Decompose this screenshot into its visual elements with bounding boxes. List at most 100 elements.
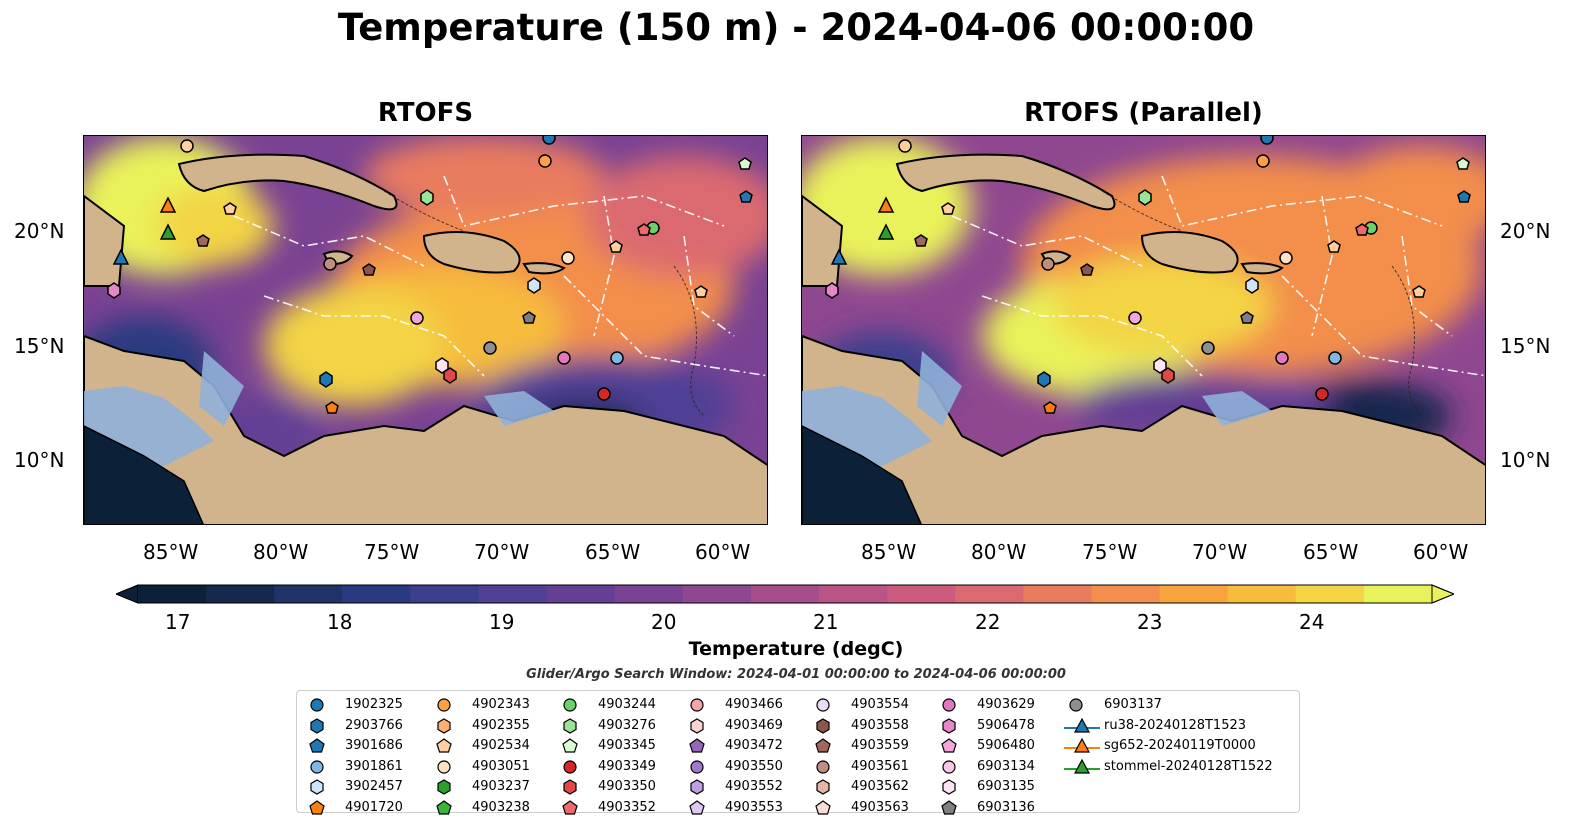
legend-label: 4903562 <box>851 779 909 795</box>
lat-tick-left-10: 10°N <box>14 448 65 472</box>
colorbar-extend-low <box>116 584 139 604</box>
lat-tick-right-15: 15°N <box>1500 334 1551 358</box>
legend-label: 5906480 <box>977 738 1035 754</box>
lon-tick-left-75: 75°W <box>364 540 420 564</box>
legend-label: 4903466 <box>725 697 783 712</box>
colorbar-bin <box>1227 585 1297 603</box>
legend-label: 4903553 <box>725 800 783 815</box>
colorbar-tick-19: 19 <box>489 610 515 634</box>
legend-pentagon-marker <box>941 800 957 815</box>
legend-pentagon-marker <box>436 738 452 753</box>
legend-label: 3902457 <box>345 779 403 795</box>
legend-pentagon-marker <box>436 800 452 815</box>
lon-tick-right-85: 85°W <box>861 540 917 564</box>
legend-circle-marker <box>310 698 324 712</box>
pacific-ocean-right <box>802 425 922 524</box>
panel-title-left: RTOFS <box>377 98 474 128</box>
lon-tick-right-70: 70°W <box>1192 540 1248 564</box>
legend-triangle-marker <box>1064 717 1100 733</box>
map-left-svg <box>84 136 767 524</box>
legend-circle-marker <box>563 698 577 712</box>
legend-circle-marker <box>690 698 704 712</box>
legend-pentagon-marker <box>689 738 705 753</box>
legend-hexagon-marker <box>942 779 956 796</box>
legend-label: 4903352 <box>598 800 656 815</box>
legend-label: 4903237 <box>472 779 530 795</box>
legend-circle-marker <box>437 760 451 774</box>
legend: 1902325 2903766 3901686 3901861 3902457 49017… <box>296 690 1300 815</box>
legend-label: 1902325 <box>345 697 403 712</box>
colorbar-bin <box>1295 585 1365 603</box>
lon-tick-left-85: 85°W <box>143 540 199 564</box>
legend-label: 3901686 <box>345 738 403 754</box>
legend-label: 3901861 <box>345 758 403 774</box>
legend-pentagon-marker <box>941 738 957 753</box>
legend-label: stommel-20240128T1522 <box>1104 758 1273 774</box>
legend-hexagon-marker <box>310 779 324 796</box>
lat-tick-left-20: 20°N <box>14 219 65 243</box>
lon-tick-left-65: 65°W <box>585 540 641 564</box>
legend-label: 4902355 <box>472 717 530 733</box>
legend-hexagon-marker <box>437 717 451 734</box>
map-right-svg <box>802 136 1485 524</box>
lon-tick-left-80: 80°W <box>253 540 309 564</box>
lat-tick-left-15: 15°N <box>14 334 65 358</box>
colorbar-tick-24: 24 <box>1299 610 1325 634</box>
legend-circle-marker <box>942 760 956 774</box>
colorbar-tick-20: 20 <box>651 610 677 634</box>
legend-label: 4903552 <box>725 779 783 795</box>
colorbar-tick-22: 22 <box>975 610 1001 634</box>
legend-label: 4901720 <box>345 800 403 815</box>
panel-title-right: RTOFS (Parallel) <box>1024 98 1263 128</box>
land-right <box>802 153 1485 524</box>
legend-hexagon-marker <box>942 717 956 734</box>
legend-circle-marker <box>690 760 704 774</box>
legend-label: 4903563 <box>851 800 909 815</box>
legend-label: 4903276 <box>598 717 656 733</box>
legend-label: 4903349 <box>598 758 656 774</box>
markers-left <box>107 136 753 414</box>
colorbar-bin <box>410 585 480 603</box>
colorbar-bin <box>1363 585 1433 603</box>
legend-label: 6903136 <box>977 800 1035 815</box>
contour-1000-right <box>1101 190 1423 417</box>
colorbar-bin <box>546 585 616 603</box>
legend-label: 4903554 <box>851 697 909 712</box>
colorbar-bin <box>478 585 548 603</box>
colorbar <box>116 584 1454 604</box>
legend-pentagon-marker <box>815 800 831 815</box>
legend-label: 6903135 <box>977 779 1035 795</box>
colorbar-tick-21: 21 <box>813 610 839 634</box>
colorbar-bin <box>274 585 343 603</box>
colorbar-bin <box>1023 585 1092 603</box>
legend-pentagon-marker <box>309 800 325 815</box>
legend-label: 4903051 <box>472 758 530 774</box>
colorbar-tick-17: 17 <box>165 610 191 634</box>
legend-circle-marker <box>1069 698 1083 712</box>
eez-boundaries-right <box>951 175 1485 377</box>
lon-tick-right-65: 65°W <box>1303 540 1359 564</box>
legend-hexagon-marker <box>816 779 830 796</box>
colorbar-bin <box>750 585 820 603</box>
legend-circle-marker <box>437 698 451 712</box>
colorbar-extend-high <box>1431 584 1454 604</box>
legend-label: 4902343 <box>472 697 530 712</box>
legend-triangle-marker <box>1064 758 1100 774</box>
legend-label: 2903766 <box>345 717 403 733</box>
map-panel-right <box>801 135 1486 525</box>
legend-triangle-marker <box>1064 737 1100 753</box>
legend-label: 4903550 <box>725 758 783 774</box>
colorbar-label: Temperature (degC) <box>688 638 904 660</box>
search-window-note: Glider/Argo Search Window: 2024-04-01 00… <box>526 667 1066 682</box>
legend-circle-marker <box>310 760 324 774</box>
legend-label: 4903559 <box>851 738 909 754</box>
legend-label: 4903558 <box>851 717 909 733</box>
legend-label: 5906478 <box>977 717 1035 733</box>
legend-label: 4903629 <box>977 697 1035 712</box>
contour-1000-left <box>383 190 705 417</box>
legend-label: 6903134 <box>977 758 1035 774</box>
colorbar-bin <box>614 585 684 603</box>
legend-label: 4903244 <box>598 697 656 712</box>
legend-circle-marker <box>816 698 830 712</box>
colorbar-bin <box>342 585 411 603</box>
